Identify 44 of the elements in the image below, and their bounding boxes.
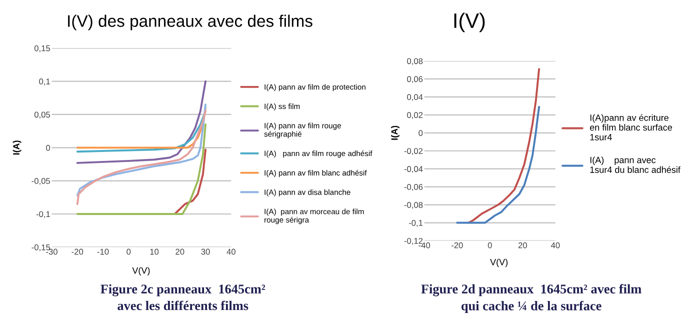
legend-label: I(A)pann av écriture en film blanc surface 1sur4: [590, 114, 672, 140]
y-tick-label: -0,1: [36, 211, 50, 218]
x-tick-label: 20: [518, 242, 527, 248]
x-tick-label: 0: [488, 242, 492, 248]
y-tick-label: 0,15: [34, 45, 50, 52]
y-axis-title: I(A): [391, 126, 400, 140]
x-tick-label: -20: [451, 242, 463, 248]
y-tick-label: 0,1: [39, 78, 50, 86]
caption: Figure 2d panneaux 1645cm² avec film qui cache ¼ de la surface: [421, 284, 642, 314]
caption: Figure 2c panneaux 1645cm² avec les différents films: [100, 284, 266, 310]
legend-label: I(A) pann avec 1sur4 du blanc adhésif: [590, 156, 680, 173]
x-axis-title: V(V): [490, 258, 508, 268]
y-tick-label: -0,1: [408, 220, 423, 227]
y-tick-label: 0: [418, 130, 423, 136]
line-series: [174, 148, 206, 215]
line-series: [76, 123, 206, 215]
y-tick-label: 0,04: [407, 94, 423, 102]
y-tick-label: 0: [46, 144, 50, 151]
x-tick-label: 40: [226, 248, 236, 255]
x-tick-label: -10: [97, 248, 109, 255]
line-series: [76, 110, 206, 206]
x-tick-label: 20: [176, 248, 184, 255]
x-tick-label: 40: [551, 242, 560, 248]
y-tick-label: 0,08: [407, 58, 423, 66]
x-tick-label: 10: [150, 248, 159, 255]
y-axis-title: I(A): [12, 140, 22, 155]
y-tick-label: -0,08: [404, 202, 423, 209]
y-tick-label: 0,05: [34, 112, 50, 119]
x-axis-title: V(V): [132, 267, 150, 276]
line-series: [456, 106, 540, 224]
y-tick-label: -0,04: [404, 166, 423, 173]
chart-title: I(V): [454, 12, 485, 32]
x-tick-label: 0: [126, 248, 131, 255]
line-series: [468, 68, 540, 224]
y-tick-label: 0,06: [407, 76, 423, 84]
y-tick-label: 0,02: [407, 112, 423, 120]
y-tick-label: -0,05: [32, 178, 50, 185]
x-tick-label: 30: [201, 248, 210, 255]
y-tick-label: -0,02: [404, 148, 423, 155]
y-tick-label: -0,06: [404, 184, 423, 191]
chart-title: I(V) des panneaux avec des films: [68, 14, 312, 30]
x-tick-label: -20: [72, 248, 84, 255]
line-series: [76, 104, 206, 196]
line-series: [76, 80, 206, 164]
